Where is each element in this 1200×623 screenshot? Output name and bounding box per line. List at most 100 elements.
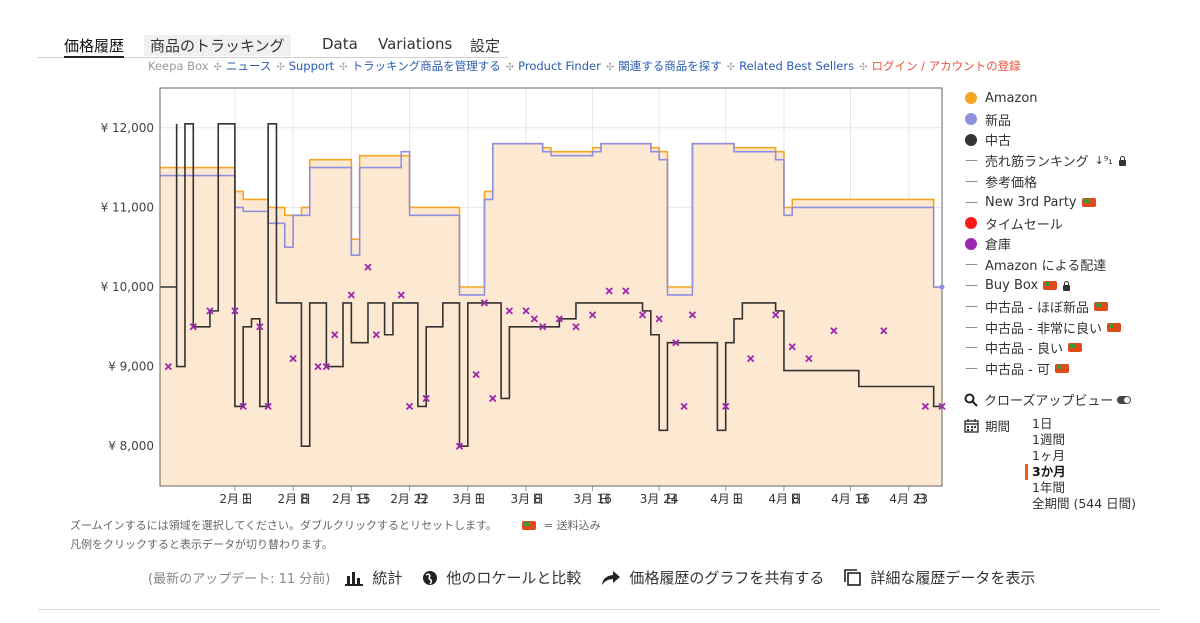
search-icon <box>964 393 978 407</box>
legend-hint: 凡例をクリックすると表示データが切り替わります。 <box>70 538 333 551</box>
series-3-point <box>622 287 630 295</box>
series-3-point <box>455 442 464 450</box>
period-option-3[interactable]: 3か月 <box>1025 464 1136 480</box>
share-graph-label: 価格履歴のグラフを共有する <box>629 569 825 587</box>
subnav-link-3[interactable]: トラッキング商品を管理する <box>351 59 501 73</box>
shipping-note: = 送料込み <box>543 519 601 532</box>
legend-label: Buy Box <box>985 278 1039 294</box>
series-3-point <box>164 362 172 371</box>
sub-navigation: Keepa Box ✣ ニュース ✣ Support ✣ トラッキング商品を管理する ✣ Pro… <box>148 58 1022 74</box>
x-tick-label: 4月 23日 <box>889 492 928 506</box>
detail-history-button[interactable]: 詳細な履歴データを表示 <box>844 567 1035 588</box>
series-3-point <box>397 291 405 299</box>
legend-label: 中古品 - ほぼ新品 <box>985 300 1089 316</box>
x-tick-label: 4月 8日 <box>768 492 802 506</box>
toggle-icon[interactable] <box>1117 395 1132 404</box>
series-3-point <box>638 311 647 319</box>
tab-settings[interactable]: 設定 <box>470 37 501 55</box>
series-3-point <box>472 370 480 379</box>
series-3-point <box>722 402 730 411</box>
subnav-separator: ✣ <box>859 62 868 73</box>
subnav-separator: ✣ <box>726 62 736 73</box>
truck-icon <box>522 521 537 530</box>
y-tick-label: ¥ 12,000 <box>101 121 154 135</box>
series-3-point <box>655 315 663 323</box>
truck-icon <box>1043 281 1058 291</box>
legend-item-13[interactable]: — 中古品 - 可 <box>962 358 1126 379</box>
legend-label: 売れ筋ランキング <box>985 155 1089 171</box>
legend-item-0[interactable]: Amazon <box>962 88 1126 109</box>
series-3-point <box>347 291 355 299</box>
subnav-link-5[interactable]: 関連する商品を探す <box>618 59 722 73</box>
x-tick-label: 3月 8日 <box>510 492 544 506</box>
period-option-5[interactable]: 全期間 (544 日間) <box>1032 496 1137 511</box>
legend-label: 中古品 - 良い <box>985 342 1063 358</box>
legend-item-12[interactable]: — 中古品 - 良い <box>962 338 1126 359</box>
series-3-point <box>206 307 214 315</box>
legend-item-10[interactable]: — 中古品 - ほぼ新品 <box>962 296 1126 317</box>
tab-bar: 価格履歴 商品のトラッキング Data Variations 設定 <box>38 33 508 58</box>
period-option-1[interactable]: 1週間 <box>1032 432 1065 447</box>
series-3-point <box>489 394 497 403</box>
calendar-icon <box>964 418 979 433</box>
x-tick-label: 3月 24日 <box>640 492 679 506</box>
tab-tracking[interactable]: 商品のトラッキング <box>144 35 291 56</box>
legend-dash-icon: — <box>965 278 978 294</box>
legend-dot-icon <box>965 113 977 126</box>
subnav-separator: ✣ <box>605 62 615 73</box>
series-3-point <box>314 362 322 371</box>
tab-variations[interactable]: Variations <box>378 35 453 53</box>
series-3-point <box>572 323 580 331</box>
legend-label: New 3rd Party <box>985 194 1077 210</box>
series-3-point <box>880 327 888 335</box>
series-3-point <box>189 323 197 331</box>
legend-item-8[interactable]: — Amazon による配達 <box>962 254 1126 275</box>
legend-item-7[interactable]: 倉庫 <box>962 234 1126 255</box>
y-tick-label: ¥ 11,000 <box>101 200 154 214</box>
tab-data[interactable]: Data <box>322 35 358 53</box>
stats-button[interactable]: 統計 <box>344 567 402 588</box>
series-1-line <box>160 142 942 296</box>
series-3-point <box>239 402 247 411</box>
legend-dash-icon: — <box>965 194 978 210</box>
legend-item-3[interactable]: — 売れ筋ランキング ↓⁹₁ <box>962 150 1126 171</box>
legend-item-4[interactable]: — 参考価格 <box>962 171 1126 192</box>
subnav-link-0[interactable]: Keepa Box <box>148 59 209 73</box>
legend-item-1[interactable]: 新品 <box>962 109 1126 130</box>
subnav-link-1[interactable]: ニュース <box>225 59 272 73</box>
x-tick-label: 3月 1日 <box>452 492 486 506</box>
series-3-point <box>530 315 538 323</box>
subnav-link-7[interactable]: ログイン / アカウントの登録 <box>871 59 1021 73</box>
price-history-chart[interactable]: ¥ 8,000 ¥ 9,000 ¥ 10,000 ¥ 11,000 ¥ 12,000 2月… <box>0 0 960 525</box>
subnav-link-6[interactable]: Related Best Sellers <box>739 59 855 73</box>
legend-item-9[interactable]: — Buy Box <box>962 275 1126 296</box>
series-3-point <box>480 299 489 307</box>
share-graph-button[interactable]: 価格履歴のグラフを共有する <box>601 567 824 588</box>
legend-item-11[interactable]: — 中古品 - 非常に良い <box>962 317 1126 338</box>
period-option-2[interactable]: 1ヶ月 <box>1032 448 1065 463</box>
legend-item-2[interactable]: 中古 <box>962 130 1126 151</box>
legend-item-6[interactable]: タイムセール <box>962 213 1126 234</box>
truck-icon <box>1067 343 1082 353</box>
legend-item-5[interactable]: — New 3rd Party <box>962 192 1126 213</box>
x-tick-label: 4月 1日 <box>710 492 744 506</box>
series-3-point <box>522 307 530 315</box>
legend-dash-icon: — <box>965 361 978 377</box>
x-tick-label: 2月 1日 <box>219 492 253 506</box>
chart-legend: Amazon 新品 中古 — 売れ筋ランキング ↓⁹₁ — 参考価格 — New 3rd Part… <box>962 88 1126 379</box>
series-3-point <box>264 402 272 411</box>
y-tick-label: ¥ 9,000 <box>108 360 154 374</box>
period-option-0[interactable]: 1日 <box>1032 416 1053 431</box>
subnav-link-2[interactable]: Support <box>288 59 335 73</box>
series-3-point <box>672 339 680 347</box>
compare-locales-button[interactable]: 他のロケールと比較 <box>422 567 581 588</box>
subnav-link-4[interactable]: Product Finder <box>518 59 601 73</box>
bar-chart-icon <box>345 571 364 586</box>
series-3-point <box>372 331 380 339</box>
period-option-4[interactable]: 1年間 <box>1032 480 1065 495</box>
series-3-point <box>331 331 339 339</box>
closeup-view-label: クローズアップビュー <box>984 394 1114 409</box>
closeup-view-toggle[interactable]: クローズアップビュー <box>964 390 1132 409</box>
tab-price-history[interactable]: 価格履歴 <box>64 35 125 58</box>
zoom-hint-text: ズームインするには領域を選択してください。ダブルクリックするとリセットします。 <box>70 519 497 532</box>
